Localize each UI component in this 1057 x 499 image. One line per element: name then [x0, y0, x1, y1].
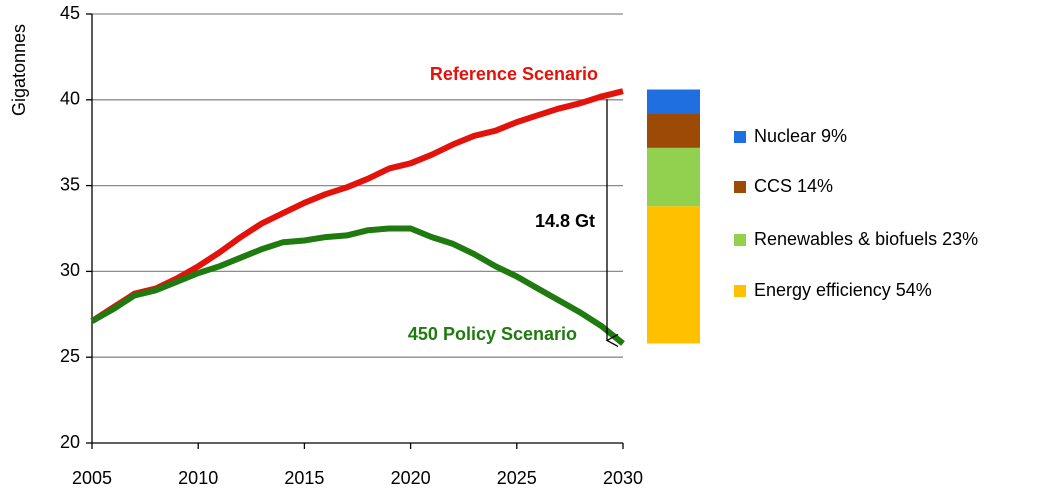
legend-swatch: [734, 285, 746, 297]
series-label: Reference Scenario: [430, 64, 598, 84]
x-tick-label: 2015: [284, 468, 324, 488]
x-tick-label: 2025: [497, 468, 537, 488]
bar-segment: [647, 113, 700, 148]
x-tick-label: 2020: [391, 468, 431, 488]
y-tick-label: 40: [60, 89, 80, 109]
legend-label: Nuclear 9%: [754, 126, 847, 146]
series-label: 450 Policy Scenario: [408, 324, 577, 344]
y-tick-label: 35: [60, 174, 80, 194]
series-line: [90, 225, 625, 346]
y-tick-label: 20: [60, 432, 80, 452]
y-tick-label: 45: [60, 3, 80, 23]
bar-segment: [647, 147, 700, 207]
x-tick-label: 2030: [603, 468, 643, 488]
legend-label: Energy efficiency 54%: [754, 280, 932, 300]
legend-swatch: [734, 181, 746, 193]
bar-segment: [647, 206, 700, 344]
y-tick-label: 30: [60, 260, 80, 280]
y-tick-label: 25: [60, 346, 80, 366]
series-line: [90, 88, 624, 324]
legend-label: CCS 14%: [754, 176, 833, 196]
legend-label: Renewables & biofuels 23%: [754, 229, 978, 249]
gap-label: 14.8 Gt: [535, 211, 595, 231]
legend-swatch: [734, 234, 746, 246]
bar-segment: [647, 89, 700, 114]
x-tick-label: 2005: [72, 468, 112, 488]
legend-swatch: [734, 131, 746, 143]
y-axis-label: Gigatonnes: [9, 24, 29, 116]
x-tick-label: 2010: [178, 468, 218, 488]
